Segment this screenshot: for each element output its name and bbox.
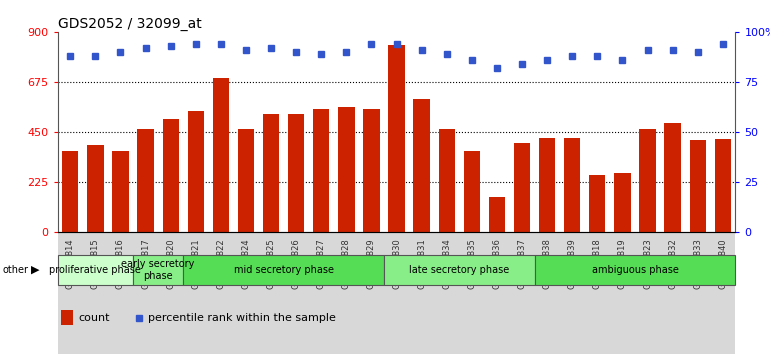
Bar <box>58 232 83 354</box>
Bar <box>439 129 455 232</box>
Bar <box>534 232 560 354</box>
Bar <box>188 111 204 232</box>
Bar <box>589 175 605 232</box>
Bar <box>62 152 79 232</box>
Bar <box>83 232 108 354</box>
Bar <box>209 232 233 354</box>
Bar <box>283 232 309 354</box>
Bar <box>112 152 129 232</box>
Bar <box>564 138 581 232</box>
Bar <box>259 232 283 354</box>
Bar <box>710 232 735 354</box>
Bar <box>614 173 631 232</box>
Bar <box>162 119 179 232</box>
Bar <box>514 143 531 232</box>
Bar <box>459 232 484 354</box>
Text: other: other <box>2 265 28 275</box>
Bar <box>288 114 304 232</box>
Bar <box>363 109 380 232</box>
Bar <box>87 145 103 232</box>
Bar <box>489 197 505 232</box>
Bar <box>715 139 731 232</box>
Bar <box>313 109 330 232</box>
Text: early secretory
phase: early secretory phase <box>122 259 195 281</box>
Bar <box>635 232 660 354</box>
Bar <box>610 232 635 354</box>
Text: ambiguous phase: ambiguous phase <box>591 265 678 275</box>
Bar <box>133 255 183 285</box>
Bar <box>61 310 73 325</box>
Text: proliferative phase: proliferative phase <box>49 265 142 275</box>
Text: ▶: ▶ <box>31 265 39 275</box>
Bar <box>384 232 409 354</box>
Bar <box>384 255 534 285</box>
Bar <box>665 122 681 232</box>
Bar <box>359 232 384 354</box>
Text: percentile rank within the sample: percentile rank within the sample <box>148 313 336 323</box>
Bar <box>233 232 259 354</box>
Bar <box>133 232 158 354</box>
Text: mid secretory phase: mid secretory phase <box>233 265 333 275</box>
Bar <box>464 152 480 232</box>
Text: late secretory phase: late secretory phase <box>409 265 510 275</box>
Bar <box>388 45 405 232</box>
Text: count: count <box>78 313 109 323</box>
Text: GDS2052 / 32099_at: GDS2052 / 32099_at <box>58 17 202 31</box>
Bar <box>584 232 610 354</box>
Bar <box>660 232 685 354</box>
Bar <box>213 78 229 232</box>
Bar <box>560 232 584 354</box>
Bar <box>639 129 656 232</box>
Bar <box>183 232 209 354</box>
Bar <box>108 232 133 354</box>
Bar <box>510 232 534 354</box>
Bar <box>338 107 354 232</box>
Bar <box>183 255 384 285</box>
Bar <box>690 139 706 232</box>
Bar <box>434 232 459 354</box>
Bar <box>158 232 183 354</box>
Bar <box>137 129 154 232</box>
Bar <box>263 114 280 232</box>
Bar <box>484 232 510 354</box>
Bar <box>539 138 555 232</box>
Bar <box>534 255 735 285</box>
Bar <box>413 99 430 232</box>
Bar <box>409 232 434 354</box>
Bar <box>238 129 254 232</box>
Bar <box>334 232 359 354</box>
Bar <box>685 232 710 354</box>
Bar <box>309 232 334 354</box>
Bar <box>58 255 133 285</box>
